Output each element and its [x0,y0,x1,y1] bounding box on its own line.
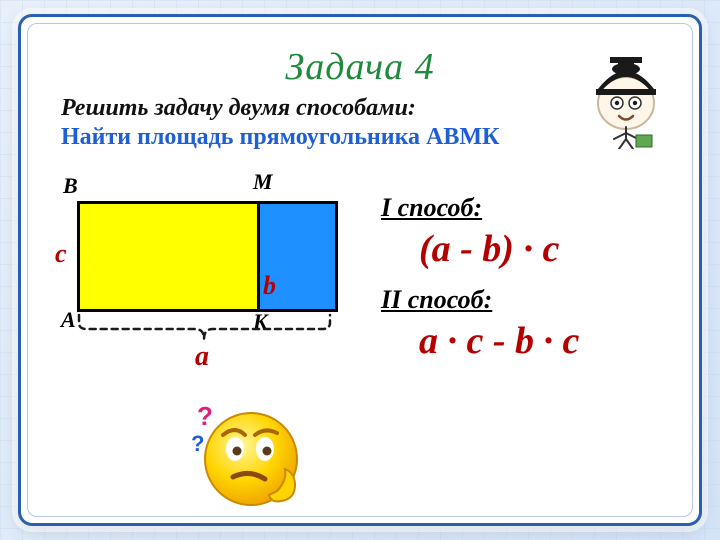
dim-c-label: c [55,239,67,269]
method2-head: II способ: [381,285,669,315]
vertex-m-label: M [253,169,273,195]
dim-b-label: b [263,271,276,301]
page-title: Задача 4 [51,45,669,89]
svg-text:?: ? [197,401,213,431]
vertex-a-label: A [61,307,76,333]
diagram-outer-rect [77,201,338,312]
method1-formula: (a - b) · c [419,227,669,271]
diagram-yellow-rect [80,204,260,309]
method1-head: I способ: [381,193,669,223]
methods-block: I способ: (a - b) · c II способ: a · c -… [381,189,669,377]
brace-a-icon [77,313,332,343]
method2-formula: a · c - b · c [419,319,669,363]
subtitle-line2: Найти площадь прямоугольника АВМК [61,124,669,151]
svg-text:?: ? [191,431,204,456]
thinking-smiley-icon: ? ? [191,399,311,519]
dim-a-label: a [195,341,209,373]
slide-frame: Задача 4 Решить задачу двумя способами: … [18,14,702,526]
rectangle-diagram: B M A K c b a [55,177,355,417]
subtitle-line1: Решить задачу двумя способами: [61,95,669,122]
vertex-b-label: B [63,173,78,199]
